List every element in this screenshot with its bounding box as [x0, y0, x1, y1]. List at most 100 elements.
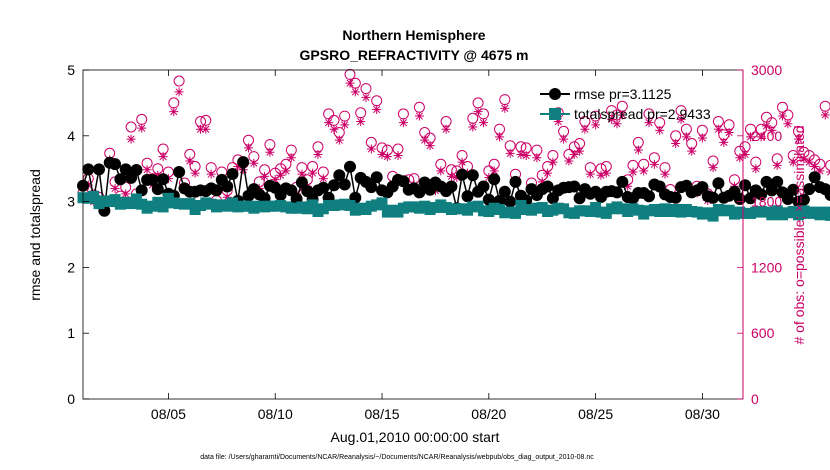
obs-assimilated-point	[612, 119, 622, 129]
rmse-point	[82, 163, 95, 176]
obs-assimilated-point	[580, 124, 590, 134]
x-tick-label: 08/20	[471, 406, 506, 422]
x-tick-label: 08/10	[258, 406, 293, 422]
legend-rmse-label: rmse pr=3.1125	[574, 86, 672, 102]
obs-assimilated-point	[297, 169, 307, 179]
obs-assimilated-point	[591, 120, 601, 130]
rmse-point	[173, 166, 186, 178]
x-tick-label: 08/15	[365, 406, 400, 422]
obs-assimilated-point	[772, 160, 782, 170]
legend-spread-marker	[549, 108, 561, 120]
y-tick-label: 5	[67, 62, 75, 78]
rmse-point	[221, 180, 234, 193]
y2-tick-label: 1200	[751, 259, 782, 275]
obs-assimilated-point	[681, 132, 691, 142]
obs-assimilated-point	[676, 114, 686, 124]
obs-assimilated-point	[308, 168, 318, 178]
obs-assimilated-point	[238, 165, 248, 175]
obs-assimilated-point	[452, 172, 462, 182]
y2-tick-label: 3000	[751, 62, 782, 78]
y-tick-label: 4	[67, 128, 75, 144]
totalspread-point	[88, 190, 100, 202]
rmse-point	[504, 195, 517, 208]
legend: rmse pr=3.1125 totalspread pr=2.9433	[540, 86, 711, 122]
y2-tick-label: 600	[751, 325, 775, 341]
obs-possible-point	[344, 68, 356, 80]
obs-assimilated-point	[457, 157, 467, 167]
y-tick-label: 1	[67, 325, 75, 341]
rmse-point	[541, 180, 554, 193]
rmse-point	[210, 184, 223, 197]
rmse-point	[114, 173, 127, 186]
obs-assimilated-point	[708, 163, 718, 173]
obs-assimilated-point	[751, 164, 761, 174]
obs-assimilated-point	[340, 120, 350, 130]
x-axis-label: Aug.01,2010 00:00:00 start	[331, 429, 500, 445]
obs-assimilated-point	[655, 125, 665, 135]
rmse-point	[477, 180, 490, 193]
obs-assimilated-point	[810, 162, 820, 172]
obs-assimilated-point	[260, 171, 270, 181]
obs-assimilated-point	[649, 159, 659, 169]
obs-assimilated-point	[436, 166, 446, 176]
chart-subtitle: GPSRO_REFRACTIVITY @ 4675 m	[300, 47, 529, 63]
rmse-point	[445, 180, 458, 193]
obs-assimilated-point	[761, 121, 771, 131]
obs-assimilated-point	[489, 166, 499, 176]
totalspread-point	[157, 201, 169, 213]
rmse-point	[295, 176, 308, 189]
obs-assimilated-point	[126, 134, 136, 144]
obs-assimilated-point	[820, 110, 830, 120]
rmse-point	[787, 183, 800, 196]
obs-possible-point	[371, 95, 383, 107]
obs-assimilated-point	[249, 158, 259, 168]
obs-assimilated-point	[505, 148, 515, 158]
obs-assimilated-point	[473, 107, 483, 117]
rmse-point	[771, 175, 784, 188]
rmse-point	[413, 186, 426, 199]
rmse-point	[696, 181, 709, 194]
y-axis-label-right: # of obs: o=possible; ×=assimilated	[791, 125, 807, 344]
obs-assimilated-point	[778, 111, 788, 121]
y2-tick-label: 1800	[751, 194, 782, 210]
obs-assimilated-point	[121, 189, 131, 199]
rmse-point	[285, 184, 298, 197]
obs-assimilated-point	[137, 123, 147, 133]
rmse-point	[707, 191, 720, 204]
obs-assimilated-point	[265, 147, 275, 157]
obs-assimilated-point	[318, 174, 328, 184]
obs-assimilated-point	[286, 153, 296, 163]
y-axis-label-left: rmse and totalspread	[27, 169, 43, 301]
obs-possible-point	[761, 111, 772, 123]
rmse-point	[808, 171, 821, 184]
rmse-point	[488, 173, 501, 186]
totalspread-point	[510, 207, 521, 219]
rmse-point	[669, 191, 682, 204]
obs-assimilated-point	[195, 124, 205, 134]
obs-assimilated-point	[190, 168, 200, 178]
obs-assimilated-point	[313, 149, 323, 159]
rmse-point	[130, 164, 143, 176]
obs-possible-point	[323, 108, 335, 120]
obs-possible-point	[819, 100, 830, 112]
obs-assimilated-point	[628, 167, 638, 177]
obs-assimilated-point	[420, 135, 430, 145]
x-tick-label: 08/05	[151, 406, 186, 422]
y-tick-label: 0	[67, 391, 75, 407]
obs-assimilated-point	[345, 78, 355, 88]
obs-assimilated-point	[564, 156, 574, 166]
rmse-point	[338, 178, 351, 191]
rmse-point	[135, 184, 148, 197]
totalspread-point	[376, 197, 388, 209]
obs-assimilated-point	[153, 170, 163, 180]
obs-assimilated-point	[329, 124, 339, 134]
obs-assimilated-point	[788, 157, 798, 167]
obs-assimilated-point	[799, 154, 809, 164]
obs-assimilated-point	[671, 138, 681, 148]
obs-assimilated-point	[639, 166, 649, 176]
totalspread-point	[707, 210, 719, 222]
obs-possible-point	[472, 97, 484, 109]
rmse-point	[824, 189, 830, 201]
rmse-point	[328, 179, 340, 192]
rmse-point	[365, 181, 378, 194]
